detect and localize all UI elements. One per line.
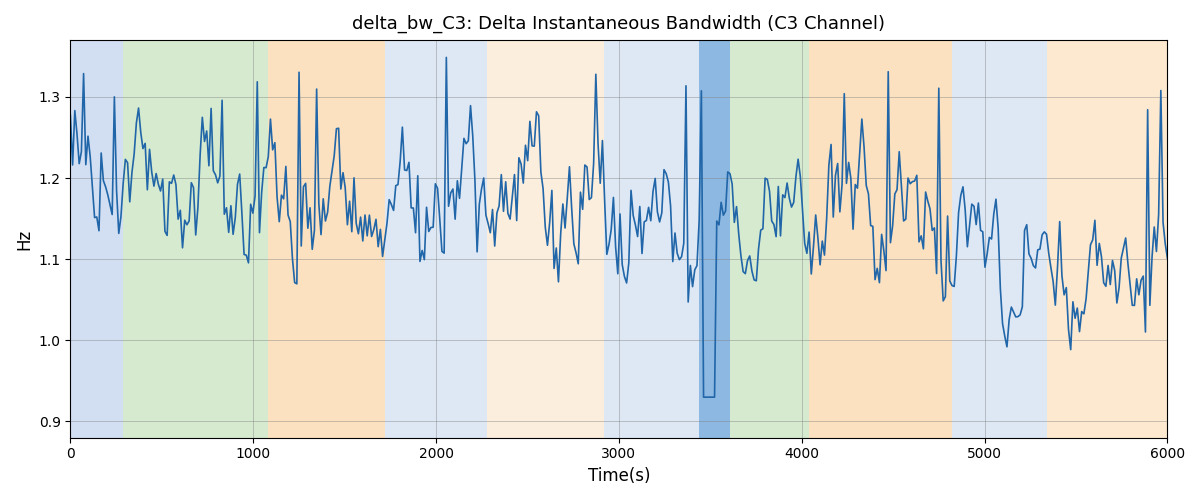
X-axis label: Time(s): Time(s) (588, 467, 650, 485)
Bar (700, 40, 731, 438)
Bar (731, 40, 809, 438)
Bar (1046, 40, 1168, 438)
Bar (71, 40, 124, 438)
Bar (952, 40, 1046, 438)
Y-axis label: Hz: Hz (14, 228, 32, 250)
Bar (268, 40, 385, 438)
Bar (124, 40, 268, 438)
Bar (487, 40, 605, 438)
Title: delta_bw_C3: Delta Instantaneous Bandwidth (C3 Channel): delta_bw_C3: Delta Instantaneous Bandwid… (353, 15, 886, 34)
Bar (605, 40, 700, 438)
Bar (385, 40, 487, 438)
Bar (809, 40, 952, 438)
